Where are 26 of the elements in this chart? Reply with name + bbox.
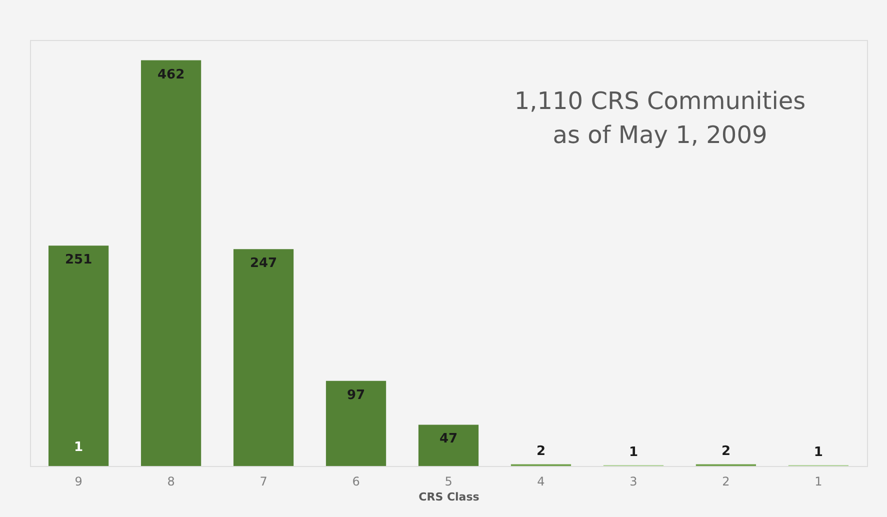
data-label: 247 — [250, 256, 278, 272]
bar — [140, 60, 202, 466]
x-tick-label: 4 — [537, 474, 545, 488]
x-tick-label: 2 — [722, 474, 730, 488]
data-label: 2 — [536, 444, 546, 460]
x-axis-title: CRS Class — [418, 490, 480, 504]
data-label: 1 — [814, 445, 823, 460]
data-label: 462 — [157, 67, 185, 82]
bar — [326, 380, 386, 466]
data-label: 251 — [64, 252, 92, 268]
data-label: 2 — [721, 444, 730, 460]
data-label: 47 — [439, 432, 458, 447]
x-tick-label: 1 — [814, 474, 822, 488]
text: 1,110 CRS Communities as of May 1, 2009 — [514, 87, 806, 149]
x-tick-label: 6 — [352, 474, 360, 488]
x-tick-label: 9 — [74, 474, 82, 488]
annotation: 1 — [74, 440, 84, 455]
x-tick-label: 3 — [630, 474, 638, 488]
x-tick-label: 8 — [167, 474, 175, 488]
data-label: 97 — [346, 388, 366, 403]
bar — [48, 246, 109, 466]
x-tick-label: 7 — [260, 474, 268, 488]
bar — [233, 249, 294, 466]
x-tick-label: 5 — [444, 474, 452, 488]
data-label: 1 — [628, 445, 638, 460]
bar — [418, 424, 479, 466]
